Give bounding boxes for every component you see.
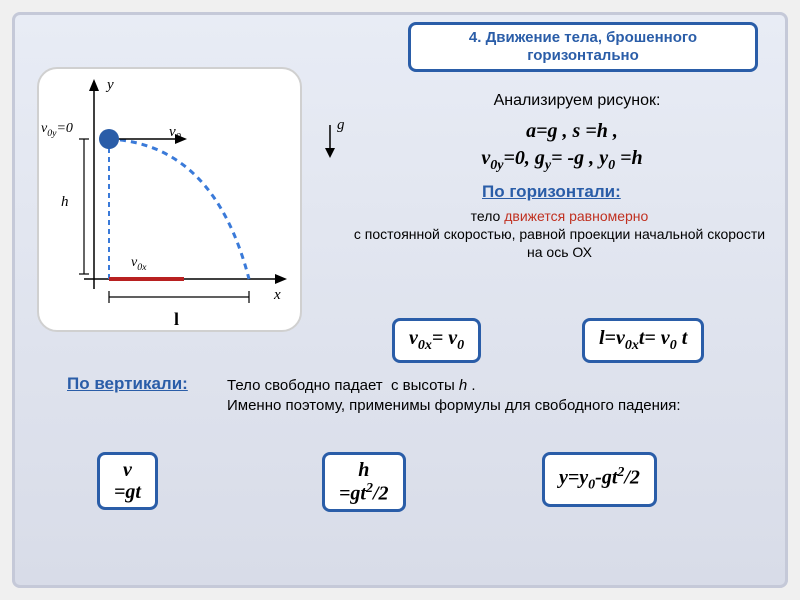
horizontal-heading: По горизонтали: [482, 182, 621, 202]
horizontal-text: тело движется равномерно с постоянной ск… [347, 207, 772, 262]
analyze-label: Анализируем рисунок: [407, 92, 747, 110]
title-text: 4. Движение тела, брошенного горизонталь… [469, 29, 697, 64]
formula-h: h=gt2/2 [322, 452, 406, 512]
equation-row-2: v0y=0, gy= -g , y0 =h [352, 147, 772, 174]
vert-l1: Тело свободно падает с высоты h . [227, 377, 476, 394]
l-label: l [174, 309, 179, 330]
title-box: 4. Движение тела, брошенного горизонталь… [408, 22, 758, 72]
horiz-l1b: движется равномерно [504, 208, 648, 224]
vertical-text: Тело свободно падает с высоты h . Именно… [227, 376, 747, 417]
g-vector: g [315, 120, 345, 170]
h-label: h [61, 194, 69, 211]
vert-l2: Именно поэтому, применимы формулы для св… [227, 397, 681, 414]
v0-label: v0 [169, 124, 181, 143]
eq-v0y: v0y=0, [481, 147, 530, 169]
y-axis-label: y [107, 77, 114, 94]
slide: 4. Движение тела, брошенного горизонталь… [12, 12, 788, 588]
horiz-l2: с постоянной скоростью, равной проекции … [354, 226, 765, 260]
g-label: g [337, 117, 345, 134]
equation-row-1: a=g , s =h , [372, 120, 772, 143]
v0x-label: v0x [131, 255, 146, 273]
formula-y: y=y0-gt2/2 [542, 452, 657, 507]
horiz-l1a: тело [471, 208, 505, 224]
v0y-label: v0y=0 [41, 121, 73, 139]
formula-v: v=gt [97, 452, 158, 510]
eq-gy: gy= -g , [535, 147, 594, 169]
eq-y0: y0 =h [599, 147, 642, 169]
formula-v0x: v0x= v0 [392, 318, 481, 363]
vertical-heading: По вертикали: [67, 374, 188, 394]
physics-diagram: y x v0y=0 v0 h v0x l [37, 67, 302, 332]
x-axis-label: x [274, 287, 281, 304]
diagram-svg [39, 69, 304, 334]
formula-l: l=v0xt= v0 t [582, 318, 704, 363]
